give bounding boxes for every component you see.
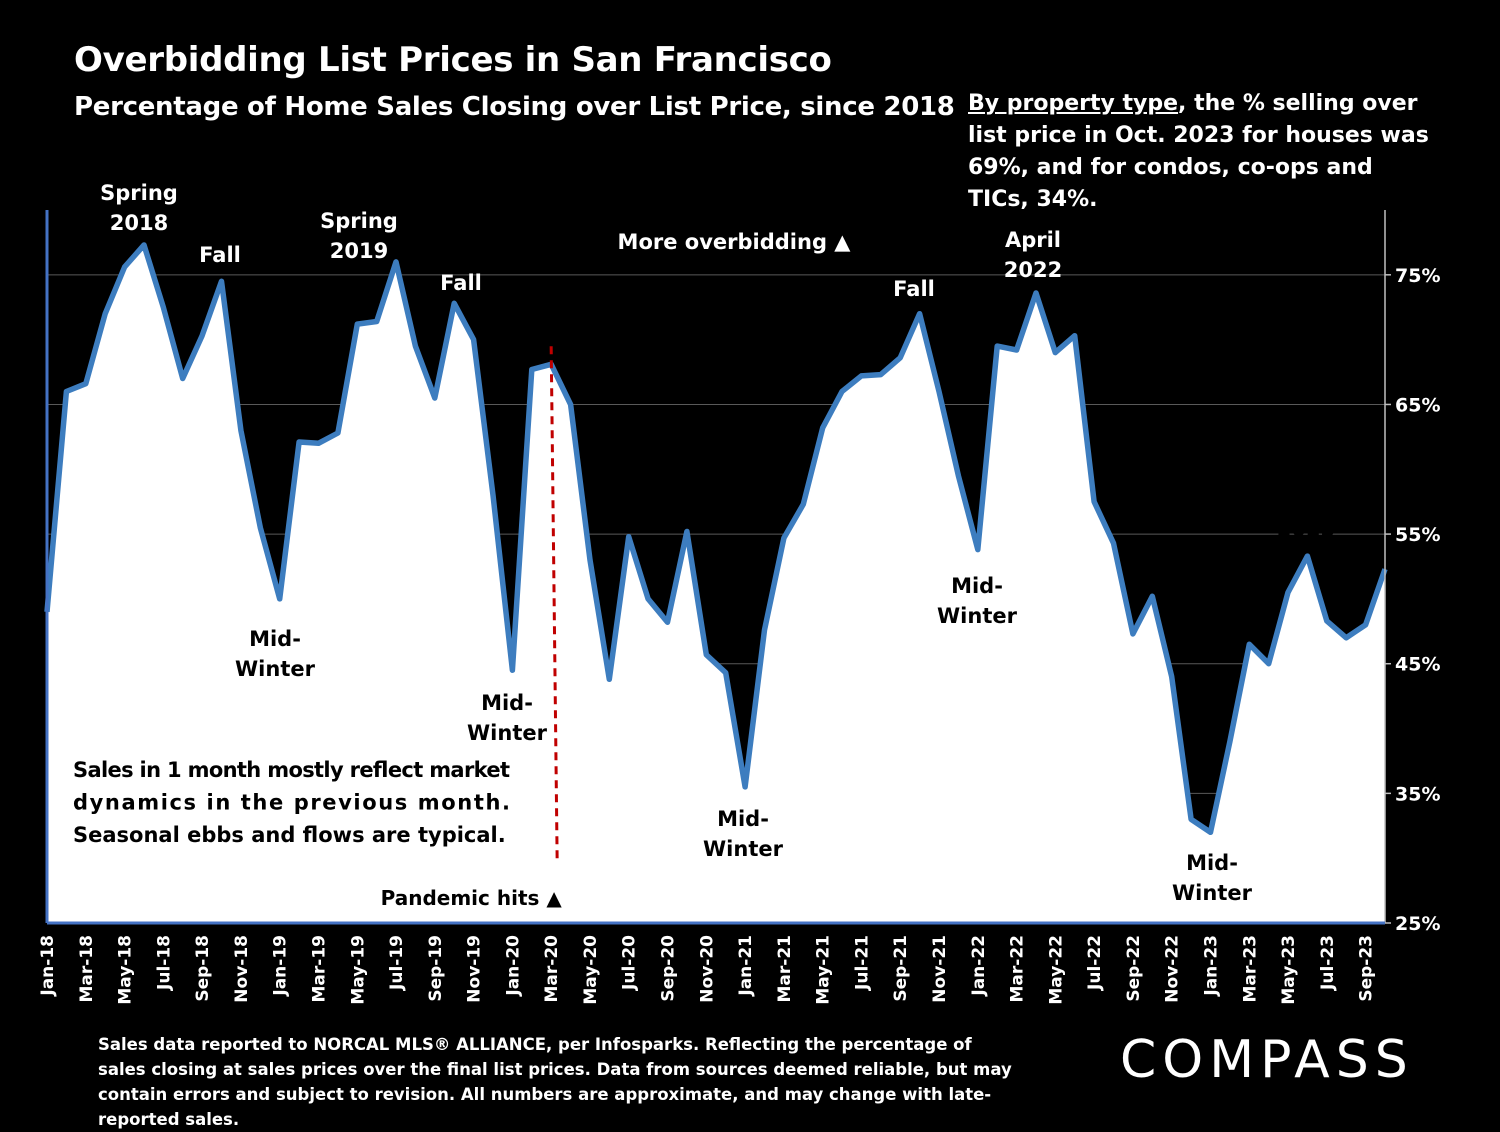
x-tick-label: May-23 [1279,935,1299,1005]
annotation-label: Winter [1172,881,1253,905]
x-tick-label: May-22 [1046,935,1066,1005]
x-tick-label: Sep-19 [426,935,446,1002]
source-footnote: Sales data reported to NORCAL MLS® ALLIA… [98,1032,1023,1132]
x-tick-label: Sep-20 [659,935,679,1002]
x-tick-label: Mar-20 [542,935,562,1003]
annotation-label: More overbidding ▲ [618,230,852,254]
inset-note-line: Sales in 1 month mostly reflect market [73,758,510,782]
x-tick-label: Jan-23 [1201,935,1221,997]
y-tick-label: 35% [1395,783,1440,805]
x-tick-label: Nov-21 [930,935,950,1003]
x-tick-label: Mar-18 [77,935,97,1003]
annotation-label: Fall [440,271,482,295]
annotation-label: 2020 pandemic [591,468,772,492]
annotation-label: Oct. 2023 [1231,377,1334,399]
x-tick-label: Jul-22 [1085,935,1105,991]
annotation-label: Winter [467,721,548,745]
x-tick-label: Mar-21 [775,935,795,1003]
annotation-label: Spring [320,209,398,233]
x-tick-label: Jul-21 [852,935,872,991]
y-tick-label: 25% [1395,913,1440,935]
x-tick-label: May-20 [581,935,601,1005]
annotation-label: April [1005,228,1061,252]
x-tick-label: Jan-21 [736,935,756,997]
annotation-label: 2018 [110,211,168,235]
y-tick-label: 55% [1395,524,1440,546]
inset-note-line: Seasonal ebbs and flows are typical. [73,823,506,847]
x-tick-label: Mar-22 [1008,935,1028,1003]
x-tick-label: May-19 [348,935,368,1005]
pandemic-label: Pandemic hits ▲ [381,886,563,910]
annotation-label: 2022 [1004,258,1062,282]
x-tick-label: Jul-18 [154,935,174,991]
x-tick-label: Jan-18 [38,935,58,997]
x-tick-label: Jul-20 [620,935,640,991]
annotation-label: 2023 [1277,517,1335,541]
x-tick-label: Jul-19 [387,935,407,991]
area-fill [47,245,1385,923]
annotation-label: Winter [235,657,316,681]
x-tick-label: May-18 [116,935,136,1005]
x-tick-label: Nov-18 [232,935,252,1003]
inset-note-line: dynamics in the previous month. [73,791,510,815]
x-tick-label: Mar-23 [1240,935,1260,1003]
annotation-label: Mid- [1186,851,1238,875]
annotation-label: market [639,498,723,522]
compass-logo: COMPASS [1120,1030,1414,1090]
annotation-label: Mid- [481,691,533,715]
x-tick-label: Mar-19 [309,935,329,1003]
x-tick-label: May-21 [814,935,834,1005]
annotation-label: Spring [774,331,852,355]
x-tick-label: Sep-22 [1124,935,1144,1002]
annotation-label: Fall [893,277,935,301]
x-tick-label: Nov-22 [1163,935,1183,1003]
annotation-label: Mid- [951,574,1003,598]
x-tick-label: Sep-23 [1357,935,1377,1002]
x-tick-label: Jan-22 [969,935,989,997]
annotation-label: June [1278,487,1332,511]
y-tick-label: 45% [1395,654,1440,676]
annotation-label: Spring [100,181,178,205]
annotation-label: Winter [937,604,1018,628]
x-tick-label: Jan-19 [271,935,291,997]
annotation-label: Winter [703,837,784,861]
annotation-label: Fall [199,243,241,267]
y-tick-label: 75% [1395,265,1440,287]
annotation-label: Mid- [717,807,769,831]
x-tick-label: Nov-19 [465,935,485,1003]
annotation-label: 2019 [330,239,388,263]
x-tick-label: Jan-20 [503,935,523,997]
annotation-label: Updated through [1191,347,1374,369]
y-tick-label: 65% [1395,394,1440,416]
x-tick-label: Nov-20 [697,935,717,1003]
annotation-label: 2021 [784,361,842,385]
x-tick-label: Sep-18 [193,935,213,1002]
annotation-label: Mid- [249,627,301,651]
x-tick-label: Jul-23 [1318,935,1338,991]
x-tick-label: Sep-21 [891,935,911,1002]
